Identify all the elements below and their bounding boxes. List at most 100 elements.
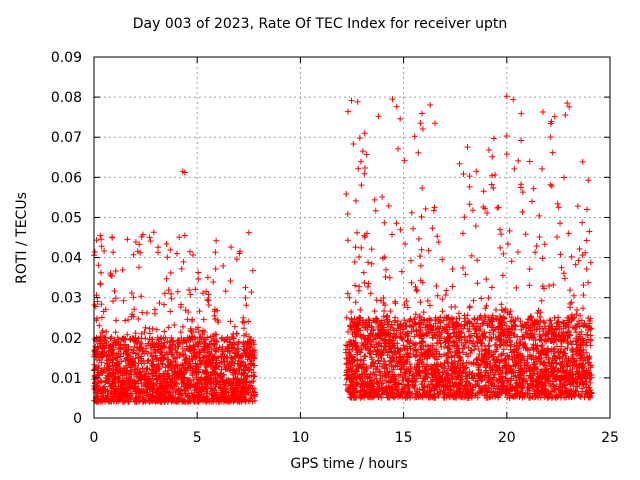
data-point xyxy=(109,344,116,351)
data-point xyxy=(541,241,548,248)
data-point xyxy=(539,165,546,172)
data-point xyxy=(352,244,359,251)
data-point xyxy=(381,219,388,226)
data-point xyxy=(250,347,257,354)
data-point xyxy=(195,341,202,348)
data-point xyxy=(213,237,220,244)
data-point xyxy=(192,368,199,375)
data-point xyxy=(469,207,476,214)
data-point xyxy=(146,330,153,337)
data-point xyxy=(168,334,175,341)
data-point xyxy=(547,317,554,324)
data-point xyxy=(136,264,143,271)
data-point xyxy=(98,314,105,321)
data-point xyxy=(575,257,582,264)
data-point xyxy=(155,244,162,251)
data-point xyxy=(232,379,239,386)
data-point xyxy=(105,341,112,348)
data-point xyxy=(418,246,425,253)
data-point xyxy=(155,366,162,373)
data-point xyxy=(188,328,195,335)
data-point xyxy=(488,284,495,291)
data-point xyxy=(204,394,211,401)
data-point xyxy=(383,266,390,273)
data-point xyxy=(561,275,568,282)
data-point xyxy=(461,214,468,221)
data-point xyxy=(239,318,246,325)
data-point xyxy=(248,392,255,399)
data-point xyxy=(497,226,504,233)
data-point xyxy=(231,323,238,330)
data-point xyxy=(536,212,543,219)
data-point xyxy=(178,374,185,381)
data-point xyxy=(192,286,199,293)
data-point xyxy=(161,301,168,308)
data-point xyxy=(128,289,135,296)
data-point xyxy=(397,226,404,233)
data-point xyxy=(358,182,365,189)
data-point xyxy=(153,326,160,333)
data-point xyxy=(132,355,139,362)
data-point xyxy=(96,322,103,329)
data-point xyxy=(518,181,525,188)
data-point xyxy=(126,385,133,392)
data-point xyxy=(168,375,175,382)
data-point xyxy=(439,296,446,303)
data-point xyxy=(103,377,110,384)
data-point xyxy=(115,398,122,405)
data-point xyxy=(240,367,247,374)
data-point xyxy=(251,362,258,369)
data-point xyxy=(182,352,189,359)
data-point xyxy=(98,350,105,357)
data-point xyxy=(98,243,105,250)
data-point xyxy=(142,335,149,342)
data-point xyxy=(364,283,371,290)
data-point xyxy=(123,348,130,355)
data-point xyxy=(131,306,138,313)
data-point xyxy=(355,165,362,172)
data-point xyxy=(579,219,586,226)
data-point xyxy=(190,395,197,402)
data-point xyxy=(357,158,364,165)
data-point xyxy=(518,110,525,117)
data-point xyxy=(361,279,368,286)
data-point xyxy=(122,390,129,397)
data-point xyxy=(401,157,408,164)
data-point xyxy=(210,278,217,285)
data-point xyxy=(363,151,370,158)
data-point xyxy=(110,338,117,345)
data-point xyxy=(95,262,102,269)
data-point xyxy=(351,258,358,265)
data-point xyxy=(103,328,110,335)
data-point xyxy=(91,301,98,308)
data-point xyxy=(112,295,119,302)
data-point xyxy=(247,360,254,367)
data-point xyxy=(111,390,118,397)
data-point xyxy=(350,141,357,148)
data-point xyxy=(443,287,450,294)
data-point xyxy=(146,325,153,332)
data-point xyxy=(558,264,565,271)
data-point xyxy=(110,249,117,256)
data-point xyxy=(176,234,183,241)
data-point xyxy=(204,388,211,395)
data-point xyxy=(142,324,149,331)
data-point xyxy=(241,370,248,377)
data-point xyxy=(382,274,389,281)
data-point xyxy=(356,253,363,260)
data-point xyxy=(368,260,375,267)
data-point xyxy=(431,120,438,127)
data-point xyxy=(206,380,213,387)
data-point xyxy=(529,198,536,205)
data-point xyxy=(192,326,199,333)
data-point xyxy=(180,258,187,265)
data-point xyxy=(211,345,218,352)
data-point xyxy=(214,338,221,345)
data-point xyxy=(215,319,222,326)
data-point xyxy=(178,361,185,368)
data-point xyxy=(180,370,187,377)
data-point xyxy=(526,265,533,272)
data-point xyxy=(174,349,181,356)
data-point xyxy=(180,377,187,384)
data-point xyxy=(165,287,172,294)
